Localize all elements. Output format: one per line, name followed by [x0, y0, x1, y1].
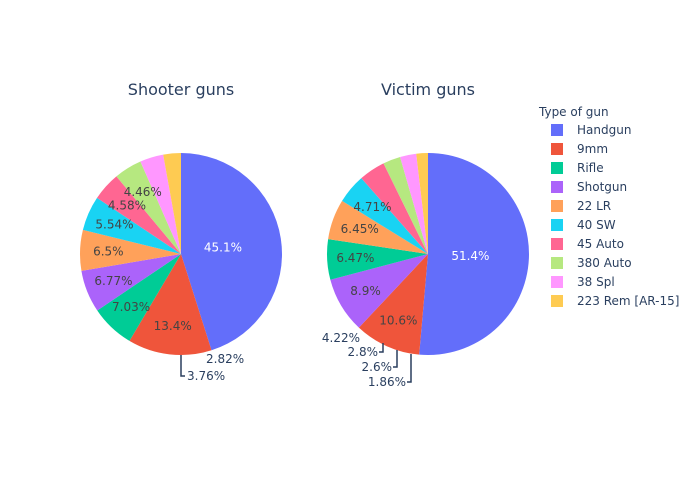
legend-title: Type of gun [538, 105, 609, 119]
legend-label: 38 Spl [577, 275, 615, 289]
slice-label: 3.76% [187, 369, 225, 383]
pie-slice-shotgun[interactable] [330, 254, 428, 328]
legend-swatch [551, 257, 563, 269]
slice-label: 8.9% [350, 284, 381, 298]
pie-slice-shotgun[interactable] [81, 254, 181, 311]
legend-swatch [551, 124, 563, 136]
legend-label: 22 LR [577, 199, 611, 213]
legend-item-223-rem-ar-15-[interactable]: 223 Rem [AR-15] [551, 294, 679, 308]
slice-label: 45.1% [204, 241, 242, 255]
pie-slice-22-lr[interactable] [328, 200, 428, 254]
pie-slice-380-auto[interactable] [116, 161, 181, 254]
legend-item-rifle[interactable]: Rifle [551, 161, 604, 175]
legend-label: 380 Auto [577, 256, 632, 270]
slice-label: 4.71% [353, 200, 391, 214]
pie-slice-rifle[interactable] [97, 254, 181, 341]
legend-swatch [551, 181, 563, 193]
legend-swatch [551, 295, 563, 307]
legend-label: Rifle [577, 161, 604, 175]
shooter-pie-title: Shooter guns [128, 80, 234, 99]
legend-item-45-auto[interactable]: 45 Auto [551, 237, 624, 251]
legend-swatch [551, 219, 563, 231]
legend-swatch [551, 162, 563, 174]
slice-label: 6.47% [336, 251, 374, 265]
pie-slice-40-sw[interactable] [342, 178, 428, 254]
slice-label: 6.5% [93, 244, 124, 258]
legend-swatch [551, 276, 563, 288]
slice-label: 6.77% [94, 274, 132, 288]
slice-label: 10.6% [379, 313, 417, 327]
pie-slice-223-rem-ar-15-[interactable] [416, 153, 428, 254]
legend-item-handgun[interactable]: Handgun [551, 123, 631, 137]
legend-swatch [551, 143, 563, 155]
legend-item-22-lr[interactable]: 22 LR [551, 199, 611, 213]
pie-slice-380-auto[interactable] [383, 156, 428, 254]
slice-label: 2.6% [362, 360, 393, 374]
pie-slice-40-sw[interactable] [82, 197, 181, 254]
pie-slice-45-auto[interactable] [361, 163, 428, 254]
slice-label: 4.58% [108, 198, 146, 212]
slice-label: 2.82% [206, 352, 244, 366]
label-leader-line [379, 343, 384, 353]
slice-label: 13.4% [154, 319, 192, 333]
legend-swatch [551, 238, 563, 250]
pie-slice-9mm[interactable] [358, 254, 428, 355]
slice-label: 5.54% [95, 218, 133, 232]
pie-slice-handgun[interactable] [181, 153, 282, 351]
pie-slice-38-spl[interactable] [140, 154, 181, 254]
pie-slice-9mm[interactable] [129, 254, 212, 355]
legend-item-shotgun[interactable]: Shotgun [551, 180, 627, 194]
legend-swatch [551, 200, 563, 212]
legend-label: 45 Auto [577, 237, 624, 251]
slice-label: 51.4% [451, 249, 489, 263]
pie-slice-handgun[interactable] [419, 153, 529, 355]
legend-label: Shotgun [577, 180, 627, 194]
pie-slice-45-auto[interactable] [97, 176, 181, 254]
slice-label: 6.45% [341, 222, 379, 236]
legend-label: Handgun [577, 123, 631, 137]
slice-label: 2.8% [348, 345, 379, 359]
label-leader-line [180, 355, 185, 377]
victim-pie-title: Victim guns [381, 80, 475, 99]
shooter-pie: 45.1% 13.4% 7.03% 6.77% 6.5% 5.54% 4.58%4.46% 3… [80, 153, 282, 383]
label-leader-line [407, 354, 412, 383]
legend-item-9mm[interactable]: 9mm [551, 142, 608, 156]
legend[interactable]: Type of gun Handgun 9mm Rifle Shotgun 22 LR 4… [538, 105, 679, 308]
victim-pie: 51.4% 10.6% 8.9% 6.47% 6.45% 4.71% 4.22%2.8%2.… [322, 153, 529, 389]
slice-label: 4.22% [322, 331, 360, 345]
legend-label: 223 Rem [AR-15] [577, 294, 679, 308]
pie-slice-22-lr[interactable] [80, 229, 181, 271]
legend-label: 9mm [577, 142, 608, 156]
legend-item-38-spl[interactable]: 38 Spl [551, 275, 615, 289]
legend-item-40-sw[interactable]: 40 SW [551, 218, 616, 232]
pie-slice-rifle[interactable] [327, 239, 428, 280]
pie-slice-38-spl[interactable] [400, 153, 428, 254]
pie-slice-223-rem-ar-15-[interactable] [163, 153, 181, 254]
legend-label: 40 SW [577, 218, 616, 232]
label-leader-line [393, 350, 398, 368]
legend-item-380-auto[interactable]: 380 Auto [551, 256, 632, 270]
slice-label: 1.86% [368, 375, 406, 389]
slice-label: 4.46% [124, 185, 162, 199]
slice-label: 7.03% [112, 300, 150, 314]
